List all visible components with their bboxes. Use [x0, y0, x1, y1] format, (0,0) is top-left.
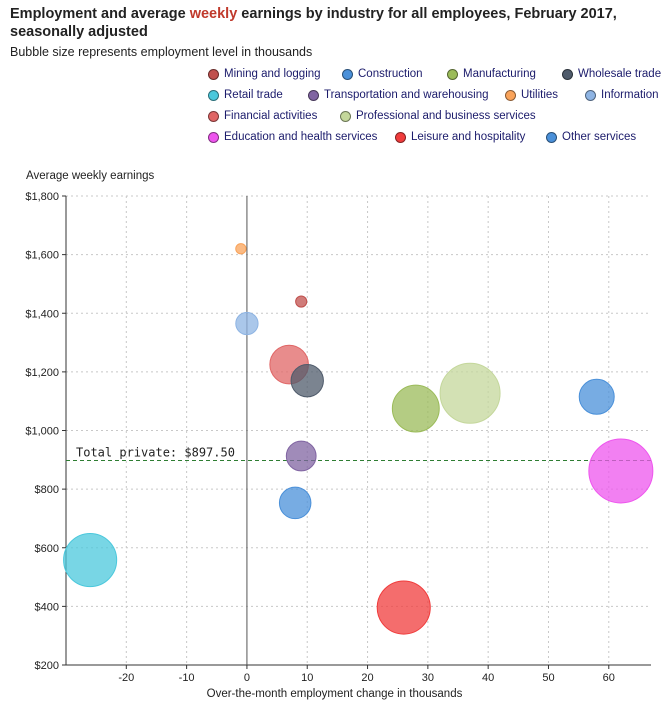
y-tick-label: $1,000: [25, 426, 59, 438]
x-tick-label: -20: [118, 672, 134, 684]
legend-label: Utilities: [521, 89, 559, 101]
legend-item-transportation-and-warehousing: Transportation and warehousing: [308, 87, 489, 103]
legend-item-construction: Construction: [342, 66, 423, 82]
legend-swatch: [546, 131, 557, 143]
bubble-information: [235, 311, 259, 336]
total-private-label: Total private: $897.50: [76, 446, 235, 460]
legend-label: Information: [601, 89, 659, 101]
legend-swatch: [208, 110, 219, 122]
legend-item-leisure-and-hospitality: Leisure and hospitality: [395, 129, 525, 145]
legend-swatch: [505, 89, 516, 101]
legend-swatch: [208, 89, 219, 101]
legend-item-manufacturing: Manufacturing: [447, 66, 536, 82]
chart-title: Employment and average weekly earnings b…: [10, 6, 617, 40]
legend-label: Other services: [562, 131, 637, 143]
bubble-leisure-and-hospitality: [376, 580, 431, 635]
chart-legend: Mining and logging Construction Manufactur…: [0, 0, 669, 150]
x-tick-label: 40: [482, 672, 494, 684]
legend-swatch: [395, 131, 406, 143]
bubble-retail-trade: [63, 533, 118, 588]
legend-label: Financial activities: [224, 110, 318, 122]
legend-swatch: [208, 131, 219, 143]
y-tick-label: $1,600: [25, 250, 59, 262]
legend-item-mining-and-logging: Mining and logging: [208, 66, 321, 82]
x-axis-label: Over-the-month employment change in thou…: [206, 688, 463, 700]
legend-swatch: [447, 68, 458, 80]
x-tick-label: 0: [244, 672, 250, 684]
bubble-education-and-health-services: [588, 438, 654, 504]
bubble-utilities: [235, 243, 247, 255]
bubble-wholesale-trade: [290, 363, 324, 398]
legend-item-utilities: Utilities: [505, 87, 558, 103]
legend-item-information: Information: [585, 87, 659, 103]
legend-item-professional-and-business-services: Professional and business services: [340, 108, 536, 124]
x-tick-label: 30: [422, 672, 434, 684]
bubble-mining-and-logging: [295, 295, 308, 308]
bubble-construction: [578, 378, 615, 415]
y-tick-label: $800: [35, 484, 59, 496]
legend-swatch: [585, 89, 596, 101]
legend-label: Wholesale trade: [578, 68, 662, 80]
legend-label: Leisure and hospitality: [411, 131, 526, 143]
x-tick-label: -10: [179, 672, 195, 684]
legend-label: Construction: [358, 68, 423, 80]
legend-swatch: [340, 110, 351, 122]
y-tick-label: $1,200: [25, 367, 59, 379]
bubble-manufacturing: [391, 384, 440, 433]
legend-item-retail-trade: Retail trade: [208, 87, 283, 103]
x-tick-label: 50: [542, 672, 554, 684]
x-tick-label: 10: [301, 672, 313, 684]
bubble-professional-and-business-services: [439, 362, 501, 424]
bubble-other-services: [278, 486, 312, 520]
x-tick-label: 60: [603, 672, 615, 684]
legend-label: Retail trade: [224, 89, 283, 101]
legend-label: Professional and business services: [356, 110, 536, 122]
legend-swatch: [308, 89, 319, 101]
chart-subtitle: Bubble size represents employment level …: [10, 45, 313, 59]
y-tick-label: $400: [35, 601, 59, 613]
legend-item-financial-activities: Financial activities: [208, 108, 317, 124]
legend-item-other-services: Other services: [546, 129, 636, 145]
legend-label: Manufacturing: [463, 68, 536, 80]
legend-label: Mining and logging: [224, 68, 321, 80]
legend-label: Education and health services: [224, 131, 378, 143]
y-tick-label: $200: [35, 660, 59, 672]
legend-swatch: [562, 68, 573, 80]
legend-item-wholesale-trade: Wholesale trade: [562, 66, 661, 82]
legend-item-education-and-health-services: Education and health services: [208, 129, 377, 145]
y-tick-label: $1,400: [25, 308, 59, 320]
y-tick-label: $1,800: [25, 191, 59, 203]
y-tick-label: $600: [35, 543, 59, 555]
legend-label: Transportation and warehousing: [324, 89, 489, 101]
x-tick-label: 20: [361, 672, 373, 684]
legend-swatch: [208, 68, 219, 80]
y-axis-label: Average weekly earnings: [26, 170, 155, 182]
bubble-transportation-and-warehousing: [285, 440, 317, 472]
legend-swatch: [342, 68, 353, 80]
